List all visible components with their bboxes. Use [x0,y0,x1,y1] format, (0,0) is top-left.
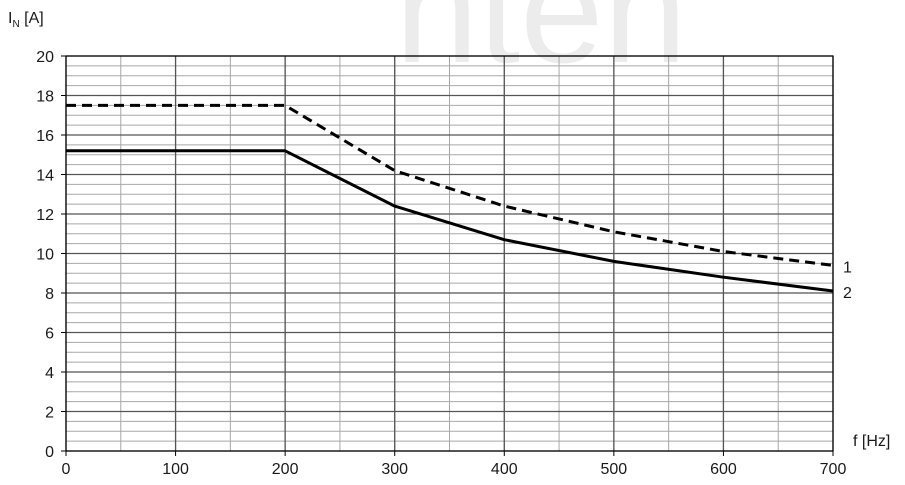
x-tick-label: 0 [62,461,71,478]
y-axis-label: IN [A] [8,10,44,30]
x-tick-label: 500 [601,461,628,478]
y-tick-label: 0 [45,444,54,461]
y-tick-label: 16 [36,128,54,145]
x-tick-label: 700 [820,461,847,478]
series-layer [66,103,834,293]
x-tick-label: 200 [272,461,299,478]
y-tick-label: 10 [36,247,54,264]
watermark-text: nten [395,0,687,94]
grid-major [61,55,834,456]
series-line-2 [66,149,834,293]
y-tick-label: 8 [45,286,54,303]
y-tick-label: 18 [36,89,54,106]
y-tick-label: 20 [36,49,54,66]
series-label-2: 2 [843,285,852,302]
x-tick-label: 300 [381,461,408,478]
y-tick-label: 6 [45,326,54,343]
y-tick-label: 4 [45,365,54,382]
y-tick-label: 2 [45,405,54,422]
x-axis-label: f [Hz] [853,433,890,450]
series-label-1: 1 [843,259,852,276]
x-tick-labels: 0 100 200 300 400 500 600 700 [62,461,847,478]
x-tick-label: 400 [491,461,518,478]
plot-frame [65,55,834,452]
x-tick-label: 600 [710,461,737,478]
y-tick-label: 12 [36,207,54,224]
x-tick-label: 100 [162,461,189,478]
y-tick-label: 14 [36,168,54,185]
y-tick-labels: 0 2 4 6 8 10 12 14 16 18 20 [36,49,54,461]
series-labels: 12 [843,259,852,302]
